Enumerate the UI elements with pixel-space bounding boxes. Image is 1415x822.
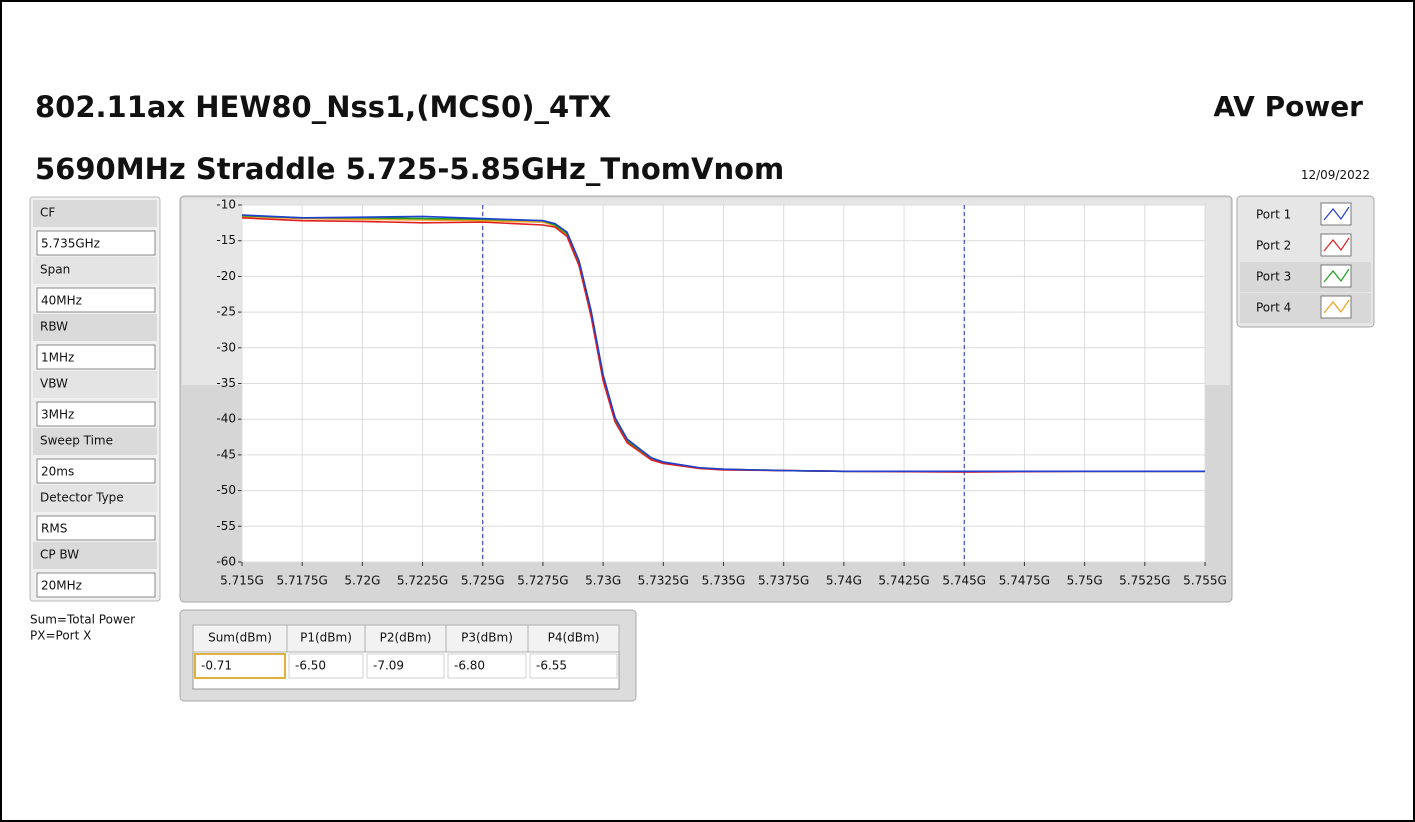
setting-label: VBW xyxy=(40,377,68,391)
x-tick-label: 5.7525G xyxy=(1119,574,1170,588)
setting-value: 1MHz xyxy=(41,351,74,365)
y-tick-label: -25 xyxy=(216,305,236,319)
legend-swatch-box xyxy=(1320,233,1352,257)
x-tick-label: 5.75G xyxy=(1067,574,1103,588)
setting-label-bg xyxy=(33,542,157,569)
table-cell xyxy=(447,653,527,679)
setting-value-box xyxy=(36,515,156,541)
y-tick-label: -40 xyxy=(216,412,236,426)
legend-swatch xyxy=(1323,206,1350,221)
table-header: P1(dBm) xyxy=(300,631,352,645)
table-header-cell xyxy=(192,624,288,653)
subtitle: 5690MHz Straddle 5.725-5.85GHz_TnomVnom xyxy=(35,152,785,186)
legend-swatch-box xyxy=(1320,264,1352,288)
table-header: P3(dBm) xyxy=(461,631,513,645)
x-tick-label: 5.755G xyxy=(1183,574,1227,588)
setting-label: CF xyxy=(40,206,55,220)
legend-label: Port 1 xyxy=(1256,208,1291,222)
setting-value: 40MHz xyxy=(41,294,82,308)
legend-swatch xyxy=(1323,237,1350,252)
legend-label: Port 3 xyxy=(1256,270,1291,284)
legend-label: Port 4 xyxy=(1256,301,1291,315)
x-tick-label: 5.725G xyxy=(461,574,505,588)
table-cell-text: -7.09 xyxy=(373,659,404,673)
setting-label-bg xyxy=(33,257,157,284)
y-tick-label: -20 xyxy=(216,269,236,283)
x-tick-label: 5.7325G xyxy=(638,574,689,588)
setting-value-box xyxy=(36,344,156,370)
note: Sum=Total Power xyxy=(30,613,135,627)
setting-label-bg xyxy=(33,485,157,512)
table-cell xyxy=(529,653,618,679)
right-title: AV Power xyxy=(1213,90,1363,123)
x-tick-label: 5.7375G xyxy=(758,574,809,588)
x-tick-label: 5.715G xyxy=(220,574,264,588)
y-tick-label: -15 xyxy=(216,233,236,247)
legend-swatch-box xyxy=(1320,202,1352,226)
setting-value-box xyxy=(36,458,156,484)
setting-value: 20ms xyxy=(41,465,74,479)
table-header: P4(dBm) xyxy=(548,631,600,645)
table-cell-text: -0.71 xyxy=(201,659,232,673)
setting-label: CP BW xyxy=(40,548,79,562)
table-cell xyxy=(194,653,286,679)
setting-label: RBW xyxy=(40,320,68,334)
x-tick-label: 5.735G xyxy=(702,574,746,588)
setting-label: Detector Type xyxy=(40,491,124,505)
table-cell xyxy=(366,653,445,679)
date: 12/09/2022 xyxy=(1300,168,1370,182)
note: PX=Port X xyxy=(30,629,91,643)
table-header-cell xyxy=(364,624,447,653)
title: 802.11ax HEW80_Nss1,(MCS0)_4TX xyxy=(35,90,612,124)
series-line xyxy=(241,214,1205,473)
setting-label: Sweep Time xyxy=(40,434,113,448)
x-tick-label: 5.7175G xyxy=(277,574,328,588)
x-tick-label: 5.73G xyxy=(585,574,621,588)
table-header: Sum(dBm) xyxy=(208,631,272,645)
setting-value: RMS xyxy=(41,522,67,536)
y-tick-label: -50 xyxy=(216,483,236,497)
setting-label-bg xyxy=(33,371,157,398)
setting-value-box xyxy=(36,572,156,598)
table-header-cell xyxy=(286,624,366,653)
setting-label-bg xyxy=(33,314,157,341)
setting-value: 3MHz xyxy=(41,408,74,422)
legend-swatch-box xyxy=(1320,295,1352,319)
table-cell xyxy=(288,653,364,679)
table-header: P2(dBm) xyxy=(380,631,432,645)
setting-value: 5.735GHz xyxy=(41,237,100,251)
y-tick-label: -10 xyxy=(216,198,236,212)
setting-label-bg xyxy=(33,428,157,455)
x-tick-label: 5.7225G xyxy=(397,574,448,588)
table-cell-text: -6.55 xyxy=(536,659,567,673)
x-tick-label: 5.745G xyxy=(942,574,986,588)
setting-label: Span xyxy=(40,263,70,277)
legend-label: Port 2 xyxy=(1256,239,1291,253)
setting-value-box xyxy=(36,287,156,313)
table-header-cell xyxy=(527,624,620,653)
y-tick-label: -45 xyxy=(216,447,236,461)
legend-swatch xyxy=(1323,299,1350,314)
x-tick-label: 5.74G xyxy=(826,574,862,588)
x-tick-label: 5.7275G xyxy=(517,574,568,588)
y-tick-label: -55 xyxy=(216,519,236,533)
setting-value: 20MHz xyxy=(41,579,82,593)
table-cell-text: -6.80 xyxy=(454,659,485,673)
x-tick-label: 5.7425G xyxy=(878,574,929,588)
legend-swatch xyxy=(1323,268,1350,283)
table-cell-text: -6.50 xyxy=(295,659,326,673)
x-tick-label: 5.7475G xyxy=(999,574,1050,588)
setting-value-box xyxy=(36,401,156,427)
y-tick-label: -30 xyxy=(216,340,236,354)
y-tick-label: -60 xyxy=(216,555,236,569)
setting-value-box xyxy=(36,230,156,256)
x-tick-label: 5.72G xyxy=(344,574,380,588)
setting-label-bg xyxy=(33,200,157,227)
y-tick-label: -35 xyxy=(216,376,236,390)
